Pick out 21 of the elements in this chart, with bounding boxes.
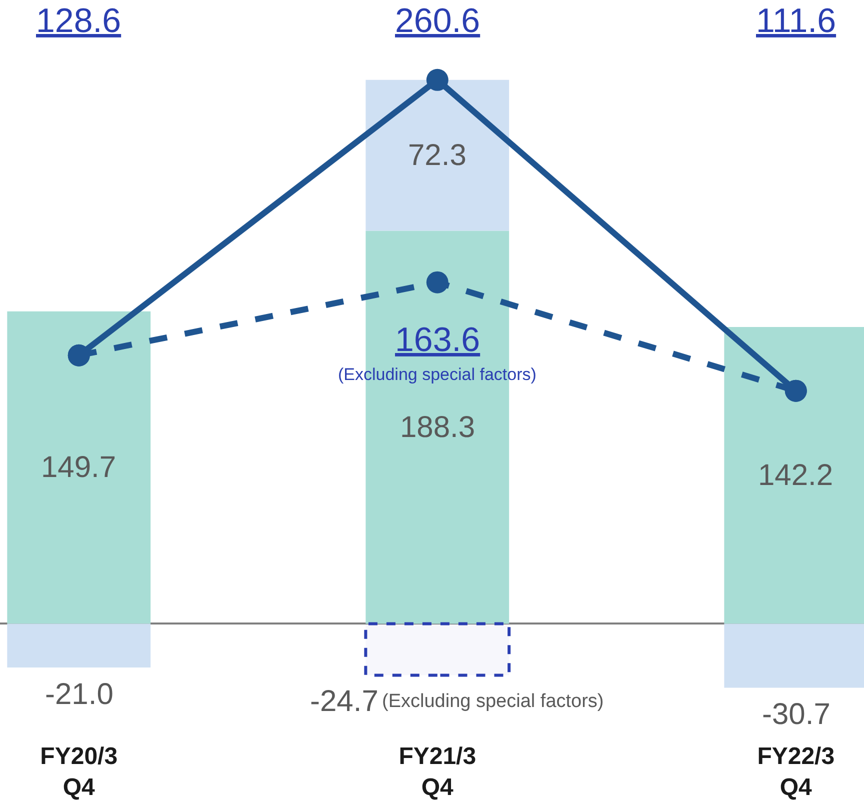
bar bbox=[7, 624, 151, 668]
series-label: (Excluding special factors) bbox=[382, 691, 604, 712]
point bbox=[426, 271, 448, 294]
bar bbox=[7, 311, 151, 624]
data-label: 188.3 bbox=[400, 411, 476, 444]
x-tick-label: FY21/3 Q4 bbox=[398, 743, 476, 802]
data-label: -30.7 bbox=[762, 698, 830, 731]
data-label: 163.6 bbox=[395, 321, 480, 359]
bar bbox=[366, 80, 510, 231]
data-label: 149.7 bbox=[41, 451, 116, 484]
data-label: 260.6 bbox=[395, 2, 480, 40]
data-label: -21.0 bbox=[45, 678, 114, 711]
x-tick-label: FY22/3 Q4 bbox=[757, 743, 835, 802]
annotation: 111.6 bbox=[756, 2, 836, 40]
data-label: 72.3 bbox=[408, 139, 466, 172]
data-label: -24.7 bbox=[310, 685, 378, 718]
text: (Excluding special factors) bbox=[338, 365, 536, 384]
x-tick-label: FY20/3 Q4 bbox=[40, 743, 118, 802]
data-label: 142.2 bbox=[758, 459, 834, 492]
annotation: 128.6 bbox=[36, 2, 122, 40]
point bbox=[426, 68, 448, 91]
